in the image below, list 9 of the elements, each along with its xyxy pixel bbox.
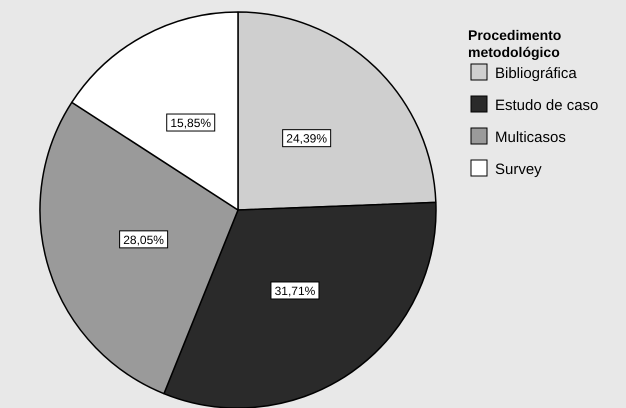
legend-label: Survey [495, 161, 542, 178]
legend-label: Estudo de caso [495, 97, 598, 114]
data-label: 24,39% [286, 132, 328, 146]
legend-label: Bibliográfica [495, 65, 578, 82]
legend-title: Procedimento metodológico [468, 27, 562, 60]
data-label: 28,05% [123, 232, 164, 247]
data-label: 15,85% [170, 116, 212, 130]
data-label: 31,71% [274, 284, 316, 298]
legend-label: Multicasos [495, 129, 566, 146]
